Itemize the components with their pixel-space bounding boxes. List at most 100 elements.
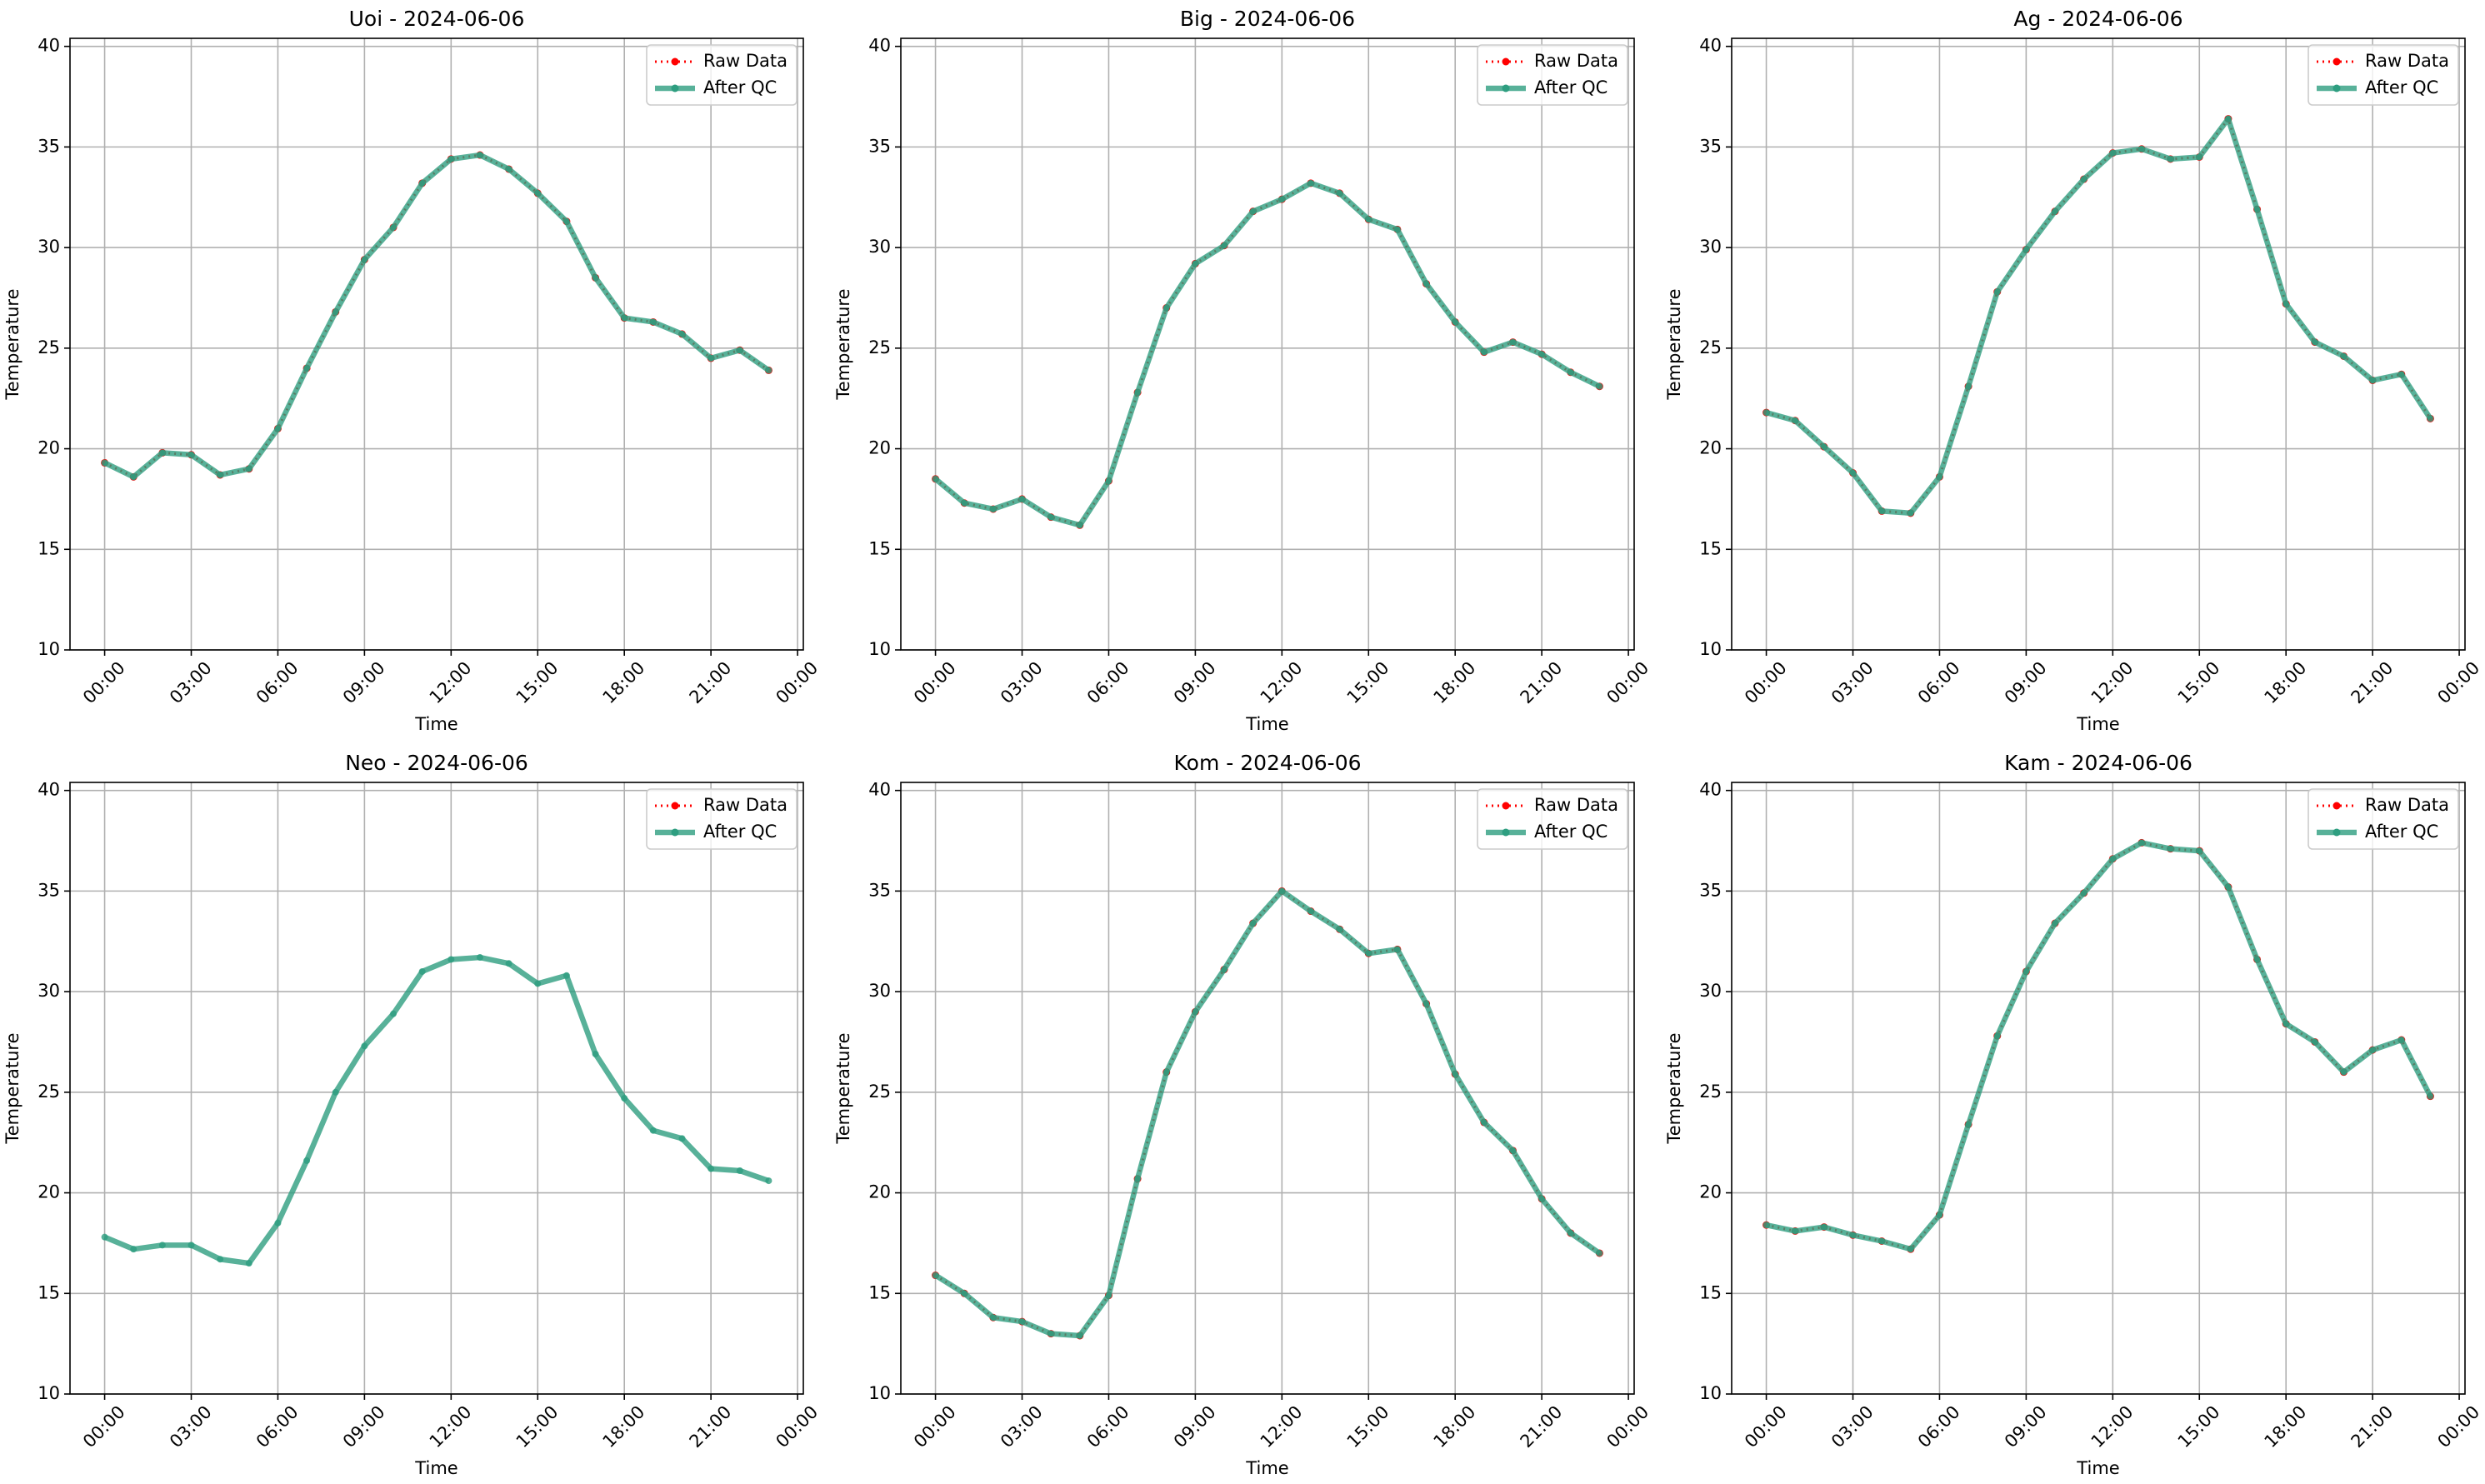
y-tick-label: 40 — [1699, 36, 1722, 56]
x-tick-label: 15:00 — [2174, 1402, 2224, 1452]
data-point — [1422, 1000, 1430, 1007]
x-axis-label: Time — [2076, 1458, 2119, 1478]
x-tick-label: 09:00 — [1170, 657, 1220, 707]
x-tick-label: 03:00 — [1828, 657, 1878, 707]
legend-marker — [2332, 802, 2341, 810]
data-point — [2369, 1047, 2377, 1054]
y-tick-label: 10 — [868, 1383, 891, 1403]
x-tick-label: 21:00 — [2348, 1402, 2398, 1452]
data-point — [2340, 352, 2348, 360]
y-axis-label: Temperature — [1664, 1032, 1684, 1144]
data-point — [2138, 145, 2145, 152]
data-point — [1105, 477, 1112, 485]
data-point — [708, 354, 715, 362]
x-tick-label: 00:00 — [1741, 1402, 1791, 1452]
axes-frame — [1731, 37, 2466, 651]
chart-title: Neo - 2024-06-06 — [345, 751, 528, 775]
y-tick-label: 40 — [1699, 780, 1722, 800]
y-axis-label: Temperature — [2, 1032, 22, 1144]
x-tick-label: 12:00 — [2088, 1402, 2138, 1452]
subplot: 10 15 20 25 30 35 40 00:00 03:00 06:00 09:00 12:00 1… — [833, 7, 1652, 734]
y-tick-label: 40 — [38, 36, 60, 56]
legend-label: After QC — [1534, 77, 1608, 97]
series-line — [1766, 841, 2432, 1251]
y-tick-label: 10 — [1699, 639, 1722, 659]
data-point — [1192, 1008, 1199, 1016]
data-point — [2080, 889, 2088, 897]
x-tick-label: 00:00 — [1602, 1402, 1652, 1452]
y-tick-label: 20 — [1699, 1182, 1722, 1202]
data-point — [2427, 415, 2434, 422]
data-point — [418, 179, 426, 187]
legend-label: Raw Data — [2365, 795, 2449, 815]
legend: Raw Data After QC — [2308, 788, 2459, 850]
data-point — [1907, 1246, 1914, 1253]
y-tick-label: 15 — [868, 1282, 891, 1302]
data-point — [505, 165, 512, 172]
y-tick-label: 25 — [1699, 337, 1722, 357]
data-point — [736, 347, 743, 354]
data-point — [361, 1042, 368, 1050]
data-point — [1567, 1229, 1574, 1237]
x-tick-label: 00:00 — [772, 657, 822, 707]
x-axis-label: Time — [1245, 1458, 1288, 1478]
x-tick-label: 21:00 — [686, 657, 736, 707]
data-point — [1762, 1222, 1770, 1229]
data-point — [2080, 176, 2088, 183]
legend-label: Raw Data — [703, 795, 788, 815]
x-tick-label: 12:00 — [426, 1402, 476, 1452]
data-point — [130, 473, 138, 481]
data-point — [932, 1272, 939, 1279]
data-point — [1907, 509, 1914, 517]
data-point — [1365, 950, 1372, 957]
data-point — [562, 217, 570, 225]
x-tick-label: 15:00 — [1343, 657, 1393, 707]
series-line — [1765, 116, 2433, 517]
data-point — [1878, 507, 1886, 515]
data-point — [1849, 1232, 1857, 1239]
y-tick-label: 20 — [1699, 438, 1722, 458]
legend: Raw Data After QC — [646, 44, 798, 106]
legend-marker — [1502, 84, 1510, 92]
data-point — [1820, 443, 1828, 451]
data-point — [245, 465, 252, 472]
legend-marker — [671, 57, 679, 66]
data-point — [390, 1010, 398, 1017]
data-point — [1018, 495, 1026, 502]
legend: Raw Data After QC — [646, 788, 798, 850]
data-point — [678, 1135, 686, 1142]
x-tick-label: 06:00 — [1914, 657, 1964, 707]
data-point — [765, 1177, 772, 1185]
series-line — [103, 153, 770, 478]
series-line — [933, 888, 1602, 1339]
data-point — [2369, 377, 2377, 384]
data-point — [1018, 1318, 1026, 1326]
axes-frame — [69, 782, 804, 1395]
y-tick-label: 25 — [38, 337, 60, 357]
data-point — [2138, 839, 2145, 847]
x-tick-label: 00:00 — [910, 657, 960, 707]
x-tick-label: 09:00 — [339, 1402, 389, 1452]
legend-marker — [2332, 828, 2341, 837]
data-point — [932, 475, 939, 482]
legend-label: Raw Data — [2365, 51, 2449, 71]
data-point — [1278, 196, 1286, 203]
data-point — [592, 1050, 599, 1057]
series-line — [103, 954, 770, 1267]
data-point — [2196, 153, 2203, 161]
x-tick-label: 06:00 — [252, 1402, 302, 1452]
data-point — [1792, 1227, 1799, 1235]
data-point — [1422, 280, 1430, 287]
data-point — [2224, 115, 2232, 122]
data-point — [2253, 206, 2261, 213]
data-point — [1878, 1237, 1886, 1245]
series-line — [1765, 840, 2433, 1252]
y-tick-label: 20 — [868, 1182, 891, 1202]
data-point — [101, 459, 108, 467]
chart-title: Ag - 2024-06-06 — [2013, 7, 2182, 31]
data-point — [2109, 149, 2117, 157]
y-tick-label: 10 — [868, 639, 891, 659]
y-tick-label: 10 — [38, 1383, 60, 1403]
x-axis-label: Time — [2076, 714, 2119, 734]
y-tick-label: 25 — [38, 1082, 60, 1102]
